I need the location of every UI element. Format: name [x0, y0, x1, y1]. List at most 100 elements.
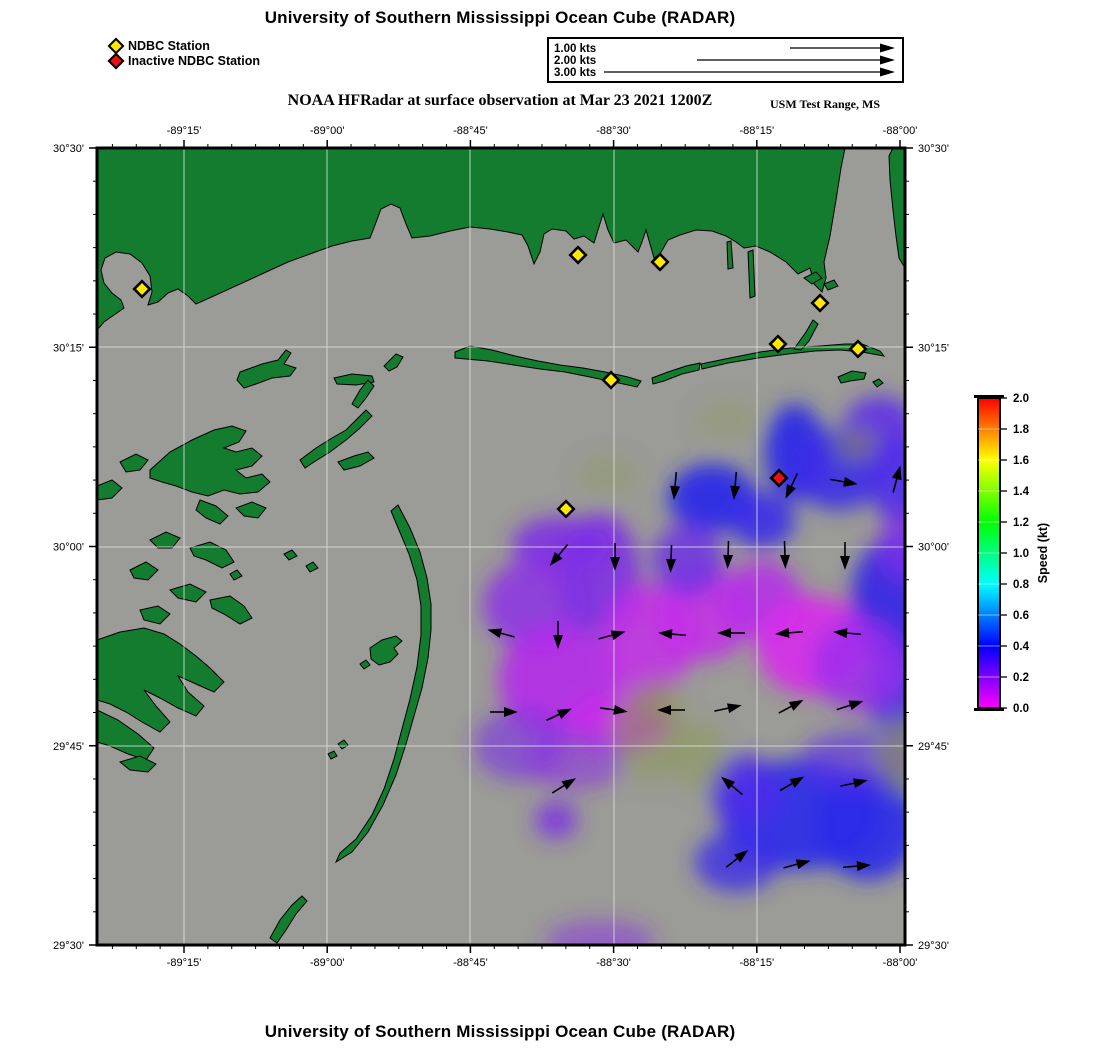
- polygon: [549, 552, 563, 566]
- speed-blob: [710, 755, 780, 825]
- polygon: [789, 776, 805, 788]
- lon-tick-label: -88°30': [596, 125, 631, 137]
- polygon: [779, 554, 790, 569]
- land-polygon: [149, 425, 271, 497]
- land-polygon: [651, 362, 701, 385]
- land-polygon: [359, 659, 371, 670]
- line: [783, 863, 799, 869]
- current-vector-arrow: [546, 708, 572, 722]
- land-polygon: [333, 373, 375, 386]
- polygon: [610, 630, 626, 641]
- lon-tick-label: -88°00': [883, 125, 918, 137]
- colorbar-tick-label: 1.4: [1013, 486, 1030, 498]
- land-polygon: [337, 739, 349, 750]
- ndbc-station-marker: [848, 339, 868, 359]
- current-vector-arrow: [598, 630, 626, 641]
- ndbc-stations: [132, 245, 868, 519]
- lat-tick-label: 29°30': [918, 940, 949, 952]
- land-polygon: [209, 595, 253, 625]
- current-vector-arrow: [840, 778, 868, 789]
- current-vector-arrow: [657, 705, 685, 715]
- rect: [132, 279, 152, 299]
- legend-label-active: NDBC Station: [128, 38, 210, 53]
- polygon: [561, 778, 577, 790]
- line: [551, 784, 566, 794]
- line: [779, 782, 794, 792]
- land-polygon: [888, 148, 905, 269]
- lat-tick-label: 30°30': [918, 143, 949, 155]
- colorbar-tick-label: 2.0: [1013, 393, 1029, 405]
- lon-tick-label: -88°30': [596, 957, 631, 969]
- current-vector-arrow: [833, 628, 862, 639]
- polygon: [891, 465, 902, 481]
- line: [730, 784, 744, 796]
- colorbar-tick-label: 1.2: [1013, 517, 1029, 529]
- rect: [556, 499, 576, 519]
- line: [714, 707, 730, 712]
- land-polygon: [747, 249, 756, 299]
- speed-blob: [816, 770, 905, 880]
- lon-tick-label: -89°00': [310, 125, 345, 137]
- lat-tick-label: 30°30': [53, 143, 84, 155]
- speed-blob: [578, 455, 638, 495]
- current-vector-arrow: [490, 707, 518, 717]
- current-vector-arrow: [725, 849, 749, 868]
- land-polygon: [229, 569, 243, 581]
- land-polygon: [337, 451, 375, 471]
- speed-blob: [672, 721, 728, 793]
- lon-tick-label: -89°15': [167, 125, 202, 137]
- speed-blob: [525, 730, 625, 790]
- scale-arrow-head: [880, 67, 895, 77]
- land-polygon: [305, 561, 319, 573]
- ndbc-station-marker: [810, 293, 830, 313]
- polygon: [785, 483, 796, 499]
- range-label: USM Test Range, MS: [770, 97, 881, 111]
- line: [725, 857, 739, 868]
- land-polygon: [823, 279, 839, 291]
- land-polygon: [872, 378, 884, 388]
- colorbar-tick-label: 0.0: [1013, 703, 1029, 715]
- current-vector-arrow: [610, 543, 620, 571]
- lat-tick-label: 30°00': [918, 542, 949, 554]
- speed-blob: [652, 524, 724, 596]
- lat-tick-label: 30°00': [53, 542, 84, 554]
- line: [840, 782, 856, 787]
- polygon: [610, 557, 620, 571]
- lat-tick-label: 29°45': [918, 741, 949, 753]
- scale-row-label: 2.00 kts: [554, 55, 596, 67]
- land-polygon: [139, 605, 171, 625]
- scale-row-label: 3.00 kts: [554, 67, 596, 79]
- line: [546, 713, 561, 722]
- colorbar-tick-label: 1.6: [1013, 455, 1029, 467]
- speed-blob: [834, 427, 878, 463]
- polygon: [788, 699, 804, 711]
- speed-blob: [695, 832, 779, 892]
- lon-tick-label: -89°00': [310, 957, 345, 969]
- rect: [810, 293, 830, 313]
- current-vector-arrow: [553, 621, 563, 649]
- speed-blob: [635, 675, 685, 725]
- current-vector-arrow: [730, 471, 741, 500]
- speed-blob: [545, 920, 655, 945]
- line: [598, 634, 614, 640]
- polygon: [556, 708, 572, 719]
- colorbar-tick-label: 0.2: [1013, 672, 1029, 684]
- polygon: [658, 629, 673, 640]
- current-vector-arrow: [723, 540, 734, 569]
- line: [787, 630, 804, 634]
- polygon: [670, 485, 681, 500]
- polygon: [504, 707, 518, 717]
- line: [892, 477, 898, 493]
- polygon: [852, 778, 868, 789]
- polygon: [666, 558, 677, 573]
- current-vector-arrow: [840, 542, 850, 570]
- rect: [848, 339, 868, 359]
- lat-tick-label: 29°30': [53, 940, 84, 952]
- polygon: [734, 849, 749, 863]
- land-polygon: [334, 504, 432, 864]
- land-polygon: [269, 895, 308, 944]
- current-vector-arrow: [891, 465, 902, 493]
- current-vector-arrow: [842, 861, 871, 872]
- line: [727, 540, 730, 557]
